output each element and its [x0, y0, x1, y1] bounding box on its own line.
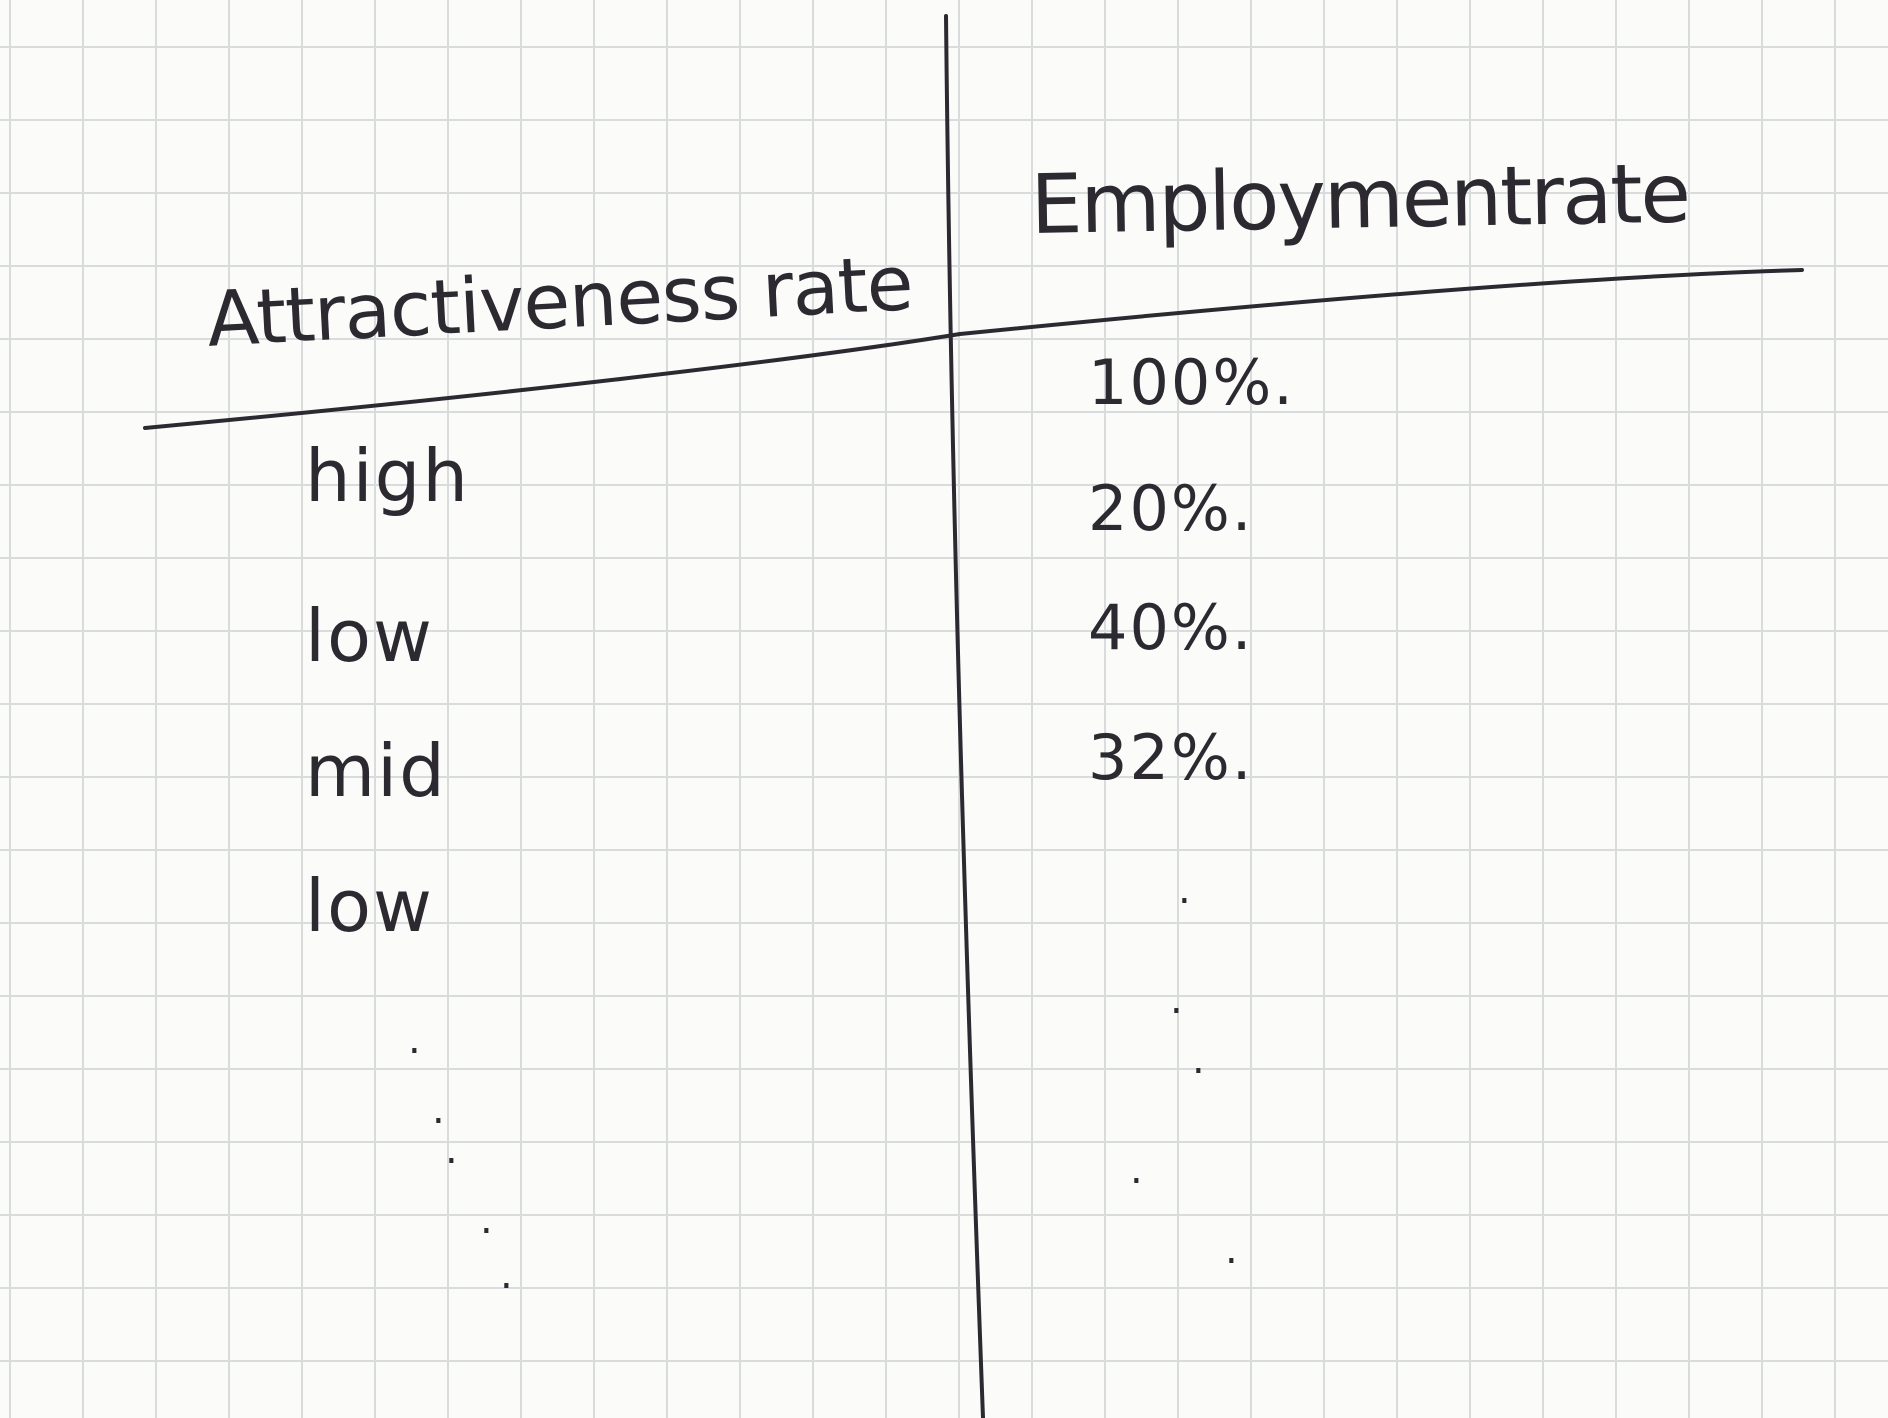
header-employment-rate: Employmentrate — [1029, 146, 1690, 253]
continuation-mark: . — [445, 1127, 458, 1173]
cell-attractiveness-2: low — [305, 594, 434, 678]
continuation-mark: . — [1225, 1227, 1238, 1273]
column-divider — [944, 14, 985, 1418]
cell-employment-3: 40%. — [1088, 591, 1254, 664]
continuation-mark: . — [500, 1252, 513, 1298]
continuation-mark: . — [1170, 977, 1183, 1023]
continuation-mark: . — [408, 1017, 421, 1063]
cell-attractiveness-3: mid — [305, 729, 447, 813]
header-underline — [143, 268, 1804, 430]
continuation-mark: . — [480, 1197, 493, 1243]
continuation-mark: . — [1178, 867, 1191, 913]
cell-attractiveness-1: high — [305, 434, 470, 518]
cell-employment-4: 32%. — [1088, 721, 1254, 794]
continuation-mark: . — [1130, 1147, 1143, 1193]
cell-employment-1: 100%. — [1088, 346, 1295, 419]
continuation-mark: . — [432, 1087, 445, 1133]
continuation-mark: . — [1192, 1037, 1205, 1083]
cell-employment-2: 20%. — [1088, 472, 1254, 545]
cell-attractiveness-4: low — [305, 864, 434, 948]
